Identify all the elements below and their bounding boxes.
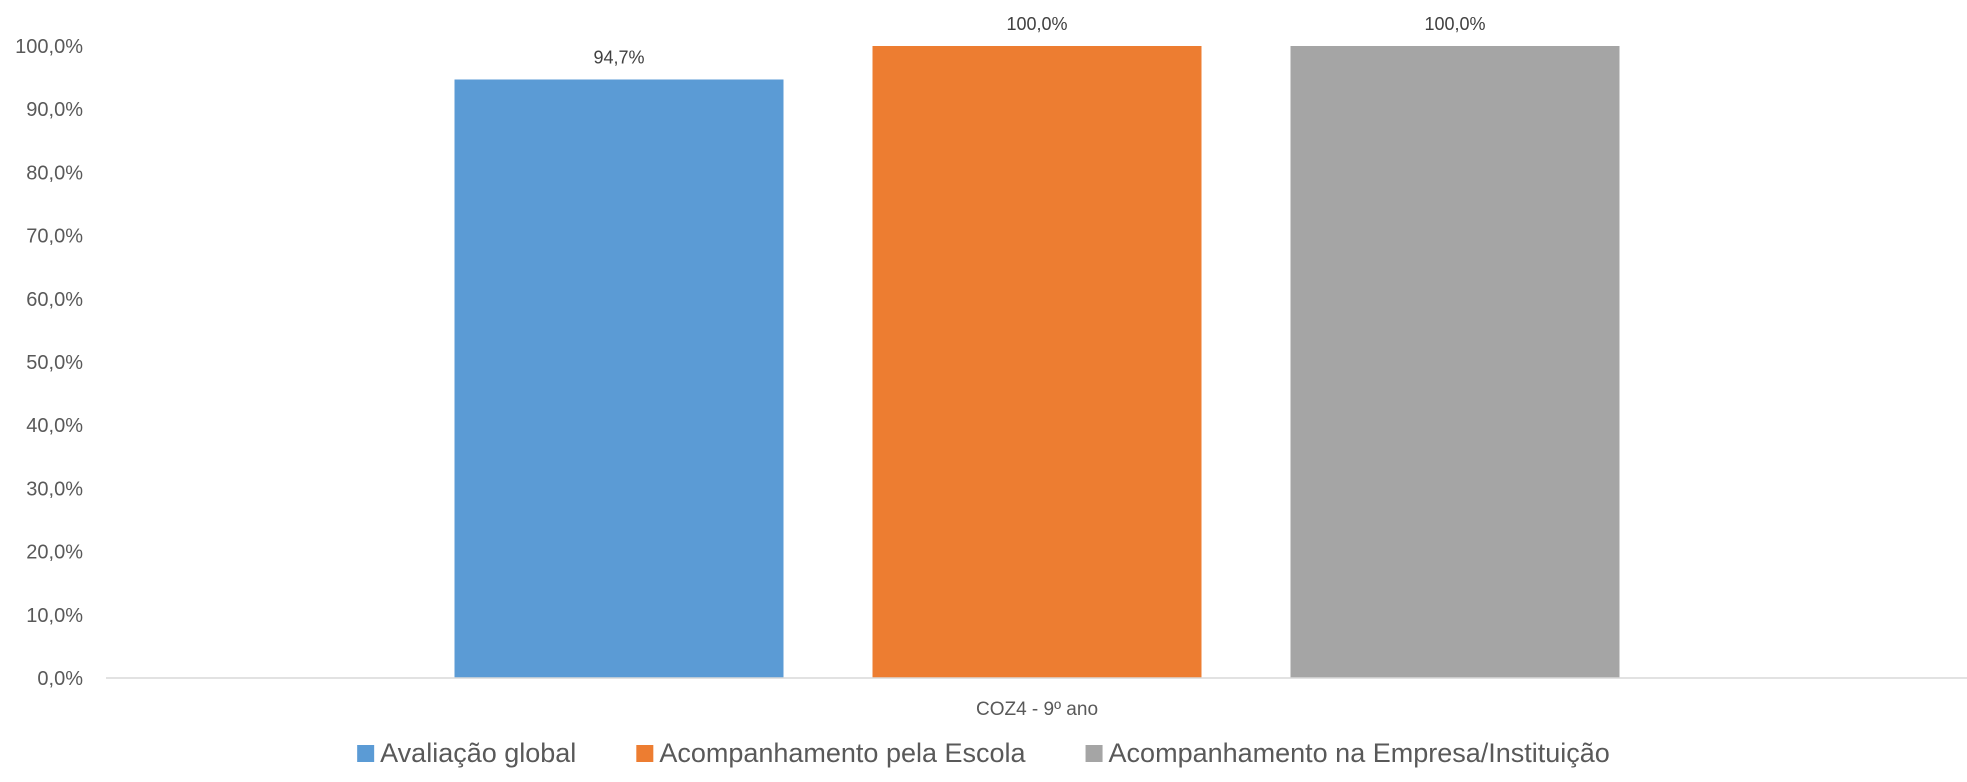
legend-label: Acompanhamento pela Escola: [659, 738, 1026, 768]
y-axis-tick-labels: 0,0% 10,0% 20,0% 30,0% 40,0% 50,0% 60,0% 70,0% 8…: [15, 36, 83, 690]
x-axis-tick-labels: COZ4 - 9º ano: [976, 699, 1098, 720]
y-tick-label: 30,0%: [26, 478, 83, 500]
x-tick-label: COZ4 - 9º ano: [976, 699, 1098, 720]
legend-swatch: [357, 745, 375, 762]
y-tick-label: 100,0%: [15, 36, 83, 58]
y-tick-label: 0,0%: [37, 668, 83, 690]
legend-swatch: [636, 745, 654, 762]
y-tick-label: 20,0%: [26, 542, 83, 564]
bar: [1290, 46, 1620, 678]
data-labels-group: 94,7% 100,0% 100,0%: [593, 14, 1485, 67]
y-tick-label: 40,0%: [26, 415, 83, 437]
plot-area: 94,7% 100,0% 100,0%: [106, 14, 1967, 679]
y-tick-label: 80,0%: [26, 162, 83, 184]
bar-data-label: 94,7%: [593, 47, 644, 67]
bar-data-label: 100,0%: [1424, 14, 1485, 34]
legend-label: Acompanhamento na Empresa/Instituição: [1109, 738, 1610, 768]
bars-group: [454, 46, 1620, 679]
legend: Avaliação global Acompanhamento pela Esco…: [357, 738, 1610, 768]
legend-item: Avaliação global: [357, 738, 576, 768]
bar: [454, 79, 784, 679]
y-tick-label: 10,0%: [26, 605, 83, 627]
legend-swatch: [1085, 745, 1103, 762]
y-tick-label: 60,0%: [26, 289, 83, 311]
y-tick-label: 70,0%: [26, 226, 83, 248]
y-tick-label: 90,0%: [26, 99, 83, 121]
legend-item: Acompanhamento na Empresa/Instituição: [1085, 738, 1610, 768]
legend-label: Avaliação global: [380, 738, 576, 768]
legend-item: Acompanhamento pela Escola: [636, 738, 1027, 768]
y-tick-label: 50,0%: [26, 352, 83, 374]
bar: [872, 46, 1202, 678]
bar-data-label: 100,0%: [1006, 14, 1067, 34]
